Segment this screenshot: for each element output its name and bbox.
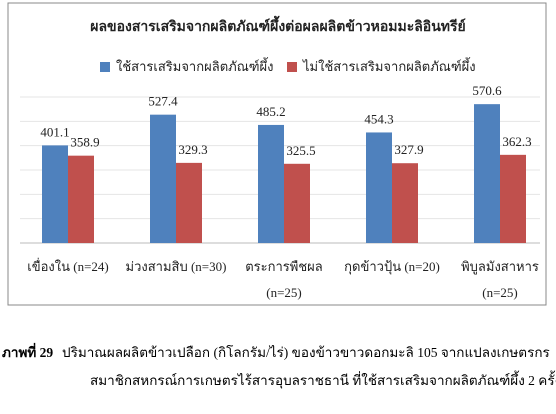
value-label: 527.4 — [148, 94, 178, 109]
value-label: 570.6 — [472, 83, 502, 98]
legend-label: ใช้สารเสริมจากผลิตภัณฑ์ผึ้ง — [116, 57, 274, 74]
bar — [150, 114, 176, 243]
bar — [68, 155, 94, 243]
value-label: 327.9 — [394, 142, 423, 157]
bar — [258, 124, 284, 243]
bar — [500, 154, 526, 243]
value-label: 325.5 — [286, 143, 315, 158]
x-tick-label: เขื่องใน (n=24) — [27, 258, 108, 274]
caption-line: ปริมาณผลผลิตข้าวเปลือก (กิโลกรัม/ไร่) ขอ… — [62, 344, 550, 360]
bar — [284, 163, 310, 243]
value-label: 358.9 — [70, 135, 99, 150]
value-label: 329.3 — [178, 142, 207, 157]
caption-line: สมาชิกสหกรณ์การเกษตรไร้สารอุบลราชธานี ที… — [90, 370, 556, 389]
caption-label: ภาพที่ 29 — [2, 342, 53, 360]
legend-swatch — [100, 62, 110, 72]
value-label: 362.3 — [502, 134, 531, 149]
bar — [42, 145, 68, 243]
x-tick-label: ตระการพืชผล — [245, 259, 323, 274]
x-tick-label: กุดข้าวปุ้น (n=20) — [344, 259, 440, 275]
bar — [392, 163, 418, 243]
value-label: 485.2 — [256, 104, 285, 119]
x-tick-label: (n=25) — [482, 285, 518, 300]
value-label: 454.3 — [364, 111, 393, 126]
x-tick-label: (n=25) — [266, 285, 302, 300]
value-label: 401.1 — [40, 124, 69, 139]
bar — [176, 162, 202, 243]
bar — [474, 104, 500, 244]
bar — [366, 132, 392, 243]
x-tick-label: ม่วงสามสิบ (n=30) — [126, 259, 227, 274]
legend-swatch — [287, 62, 297, 72]
chart-title: ผลของสารเสริมจากผลิตภัณฑ์ผึ้งต่อผลผลิตข้… — [90, 15, 465, 35]
legend-label: ไม่ใช้สารเสริมจากผลิตภัณฑ์ผึ้ง — [302, 57, 476, 74]
x-tick-label: พิบูลมังสาหาร — [461, 259, 539, 275]
